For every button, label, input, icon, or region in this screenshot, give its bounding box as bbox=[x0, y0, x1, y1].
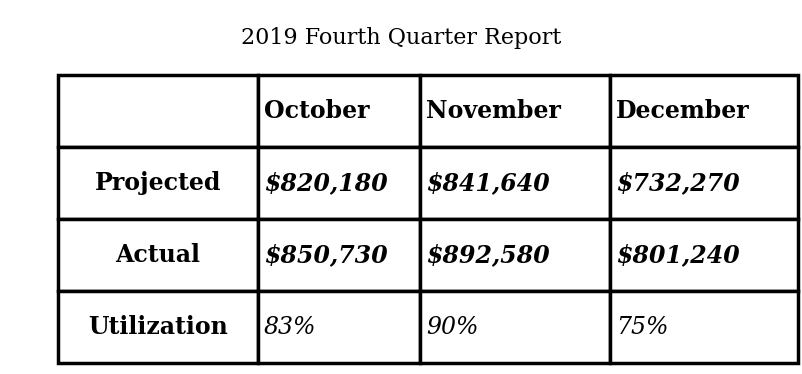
Text: October: October bbox=[264, 99, 370, 123]
Text: $801,240: $801,240 bbox=[616, 243, 739, 267]
Bar bbox=[420, 147, 610, 219]
Text: $892,580: $892,580 bbox=[426, 243, 549, 267]
Bar bbox=[610, 147, 798, 219]
Text: December: December bbox=[616, 99, 750, 123]
Text: Actual: Actual bbox=[115, 243, 200, 267]
Text: Utilization: Utilization bbox=[88, 315, 228, 339]
Bar bbox=[58, 219, 258, 291]
Text: $841,640: $841,640 bbox=[426, 171, 549, 195]
Bar bbox=[58, 291, 258, 363]
Text: 83%: 83% bbox=[264, 316, 317, 338]
Bar bbox=[610, 219, 798, 291]
Bar bbox=[420, 75, 610, 147]
Bar bbox=[420, 219, 610, 291]
Bar bbox=[58, 147, 258, 219]
Text: 90%: 90% bbox=[426, 316, 479, 338]
Text: 75%: 75% bbox=[616, 316, 669, 338]
Bar bbox=[610, 75, 798, 147]
Bar bbox=[258, 75, 420, 147]
Text: $732,270: $732,270 bbox=[616, 171, 739, 195]
Text: November: November bbox=[426, 99, 561, 123]
Text: Projected: Projected bbox=[95, 171, 221, 195]
Text: $820,180: $820,180 bbox=[264, 171, 387, 195]
Bar bbox=[258, 219, 420, 291]
Text: $850,730: $850,730 bbox=[264, 243, 387, 267]
Bar bbox=[610, 291, 798, 363]
Text: 2019 Fourth Quarter Report: 2019 Fourth Quarter Report bbox=[241, 27, 561, 49]
Bar bbox=[58, 75, 258, 147]
Bar bbox=[258, 147, 420, 219]
Bar bbox=[420, 291, 610, 363]
Bar bbox=[258, 291, 420, 363]
